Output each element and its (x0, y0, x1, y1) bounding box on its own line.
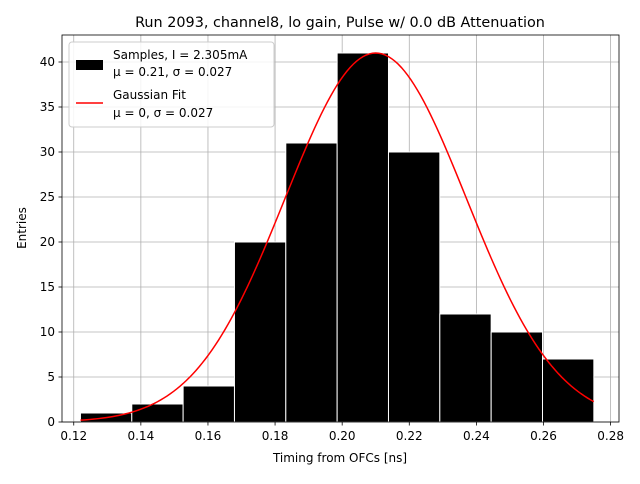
y-tick-label: 15 (40, 280, 55, 294)
y-tick-label: 30 (40, 145, 55, 159)
x-tick-label: 0.28 (597, 429, 624, 443)
x-tick-label: 0.26 (530, 429, 557, 443)
y-axis-label: Entries (15, 207, 29, 249)
x-tick-label: 0.18 (262, 429, 289, 443)
chart-title: Run 2093, channel8, lo gain, Pulse w/ 0.… (135, 15, 545, 31)
histogram-bar (387, 151, 441, 423)
legend-box (68, 41, 275, 128)
x-tick-label: 0.20 (329, 429, 356, 443)
y-tick-label: 0 (47, 415, 55, 429)
legend-samples-swatch (76, 60, 103, 70)
legend-fit-stats: μ = 0, σ = 0.027 (113, 106, 213, 120)
y-tick-label: 5 (47, 370, 55, 384)
histogram-bars (79, 52, 595, 423)
histogram-bar (490, 331, 543, 423)
histogram-bar (285, 142, 338, 423)
x-tick-label: 0.22 (396, 429, 423, 443)
x-axis-label: Timing from OFCs [ns] (272, 451, 407, 465)
x-tick-label: 0.24 (463, 429, 490, 443)
y-tick-label: 20 (40, 235, 55, 249)
histogram-bar (541, 358, 595, 423)
x-axis-ticks: 0.12 0.14 0.16 0.18 0.20 0.22 0.24 0.26 0.28 (60, 422, 624, 443)
plot-frame (61, 34, 620, 423)
histogram-bar (233, 241, 287, 423)
y-tick-label: 40 (40, 55, 55, 69)
x-tick-label: 0.12 (60, 429, 87, 443)
histogram-bar (182, 385, 235, 423)
histogram-bar (439, 313, 492, 423)
gaussian-fit-line (80, 52, 595, 421)
x-tick-label: 0.16 (195, 429, 222, 443)
legend-fit-label: Gaussian Fit (113, 88, 186, 102)
histogram-bar (131, 403, 184, 423)
y-tick-label: 35 (40, 100, 55, 114)
y-axis-ticks: 0 5 10 15 20 25 30 35 40 (40, 55, 62, 429)
legend-samples-stats: μ = 0.21, σ = 0.027 (113, 65, 232, 79)
legend: Samples, I = 2.305mA μ = 0.21, σ = 0.027… (68, 41, 275, 128)
histogram-bar (336, 52, 389, 423)
y-tick-label: 25 (40, 190, 55, 204)
legend-samples-label: Samples, I = 2.305mA (113, 48, 248, 62)
y-tick-label: 10 (40, 325, 55, 339)
x-tick-label: 0.14 (127, 429, 154, 443)
